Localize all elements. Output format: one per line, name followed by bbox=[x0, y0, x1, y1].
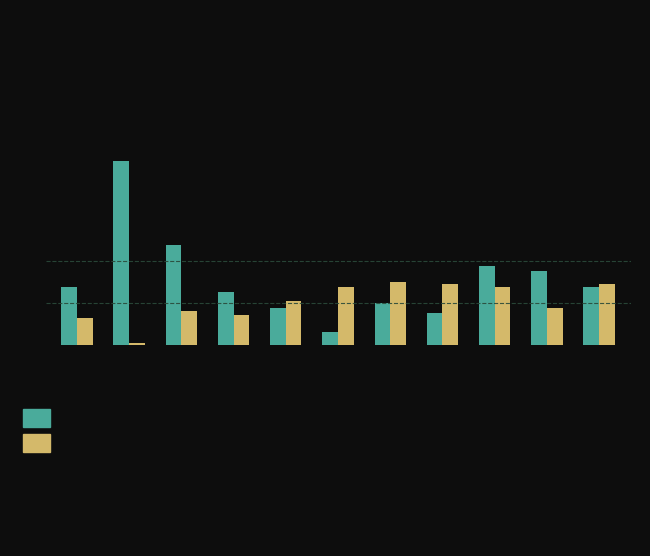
Bar bbox=[547, 308, 563, 345]
Bar bbox=[599, 284, 615, 345]
Bar bbox=[322, 332, 338, 345]
Bar bbox=[113, 161, 129, 345]
Bar bbox=[181, 311, 197, 345]
Bar bbox=[286, 301, 302, 345]
Bar bbox=[338, 287, 354, 345]
Bar bbox=[218, 292, 233, 345]
Bar bbox=[584, 287, 599, 345]
Bar bbox=[531, 271, 547, 345]
Bar bbox=[129, 342, 145, 345]
Bar bbox=[77, 319, 92, 345]
Bar bbox=[479, 266, 495, 345]
Bar bbox=[61, 287, 77, 345]
Bar bbox=[233, 315, 249, 345]
Bar bbox=[390, 282, 406, 345]
Bar bbox=[374, 302, 390, 345]
Bar bbox=[427, 313, 443, 345]
Bar bbox=[495, 287, 510, 345]
Bar bbox=[443, 284, 458, 345]
Legend: Payments to Farmers, Compensation to Insurance Companies: Payments to Farmers, Compensation to Ins… bbox=[23, 409, 305, 452]
Bar bbox=[270, 308, 286, 345]
Bar bbox=[166, 245, 181, 345]
